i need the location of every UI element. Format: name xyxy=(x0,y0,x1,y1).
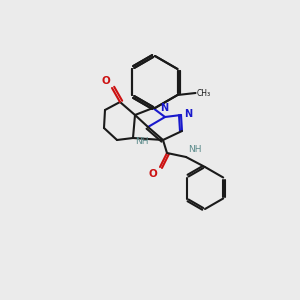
Text: NH: NH xyxy=(188,145,202,154)
Text: NH: NH xyxy=(135,137,149,146)
Text: N: N xyxy=(184,109,192,119)
Text: O: O xyxy=(148,169,157,179)
Text: N: N xyxy=(160,103,168,113)
Text: O: O xyxy=(101,76,110,86)
Text: CH₃: CH₃ xyxy=(196,88,211,98)
